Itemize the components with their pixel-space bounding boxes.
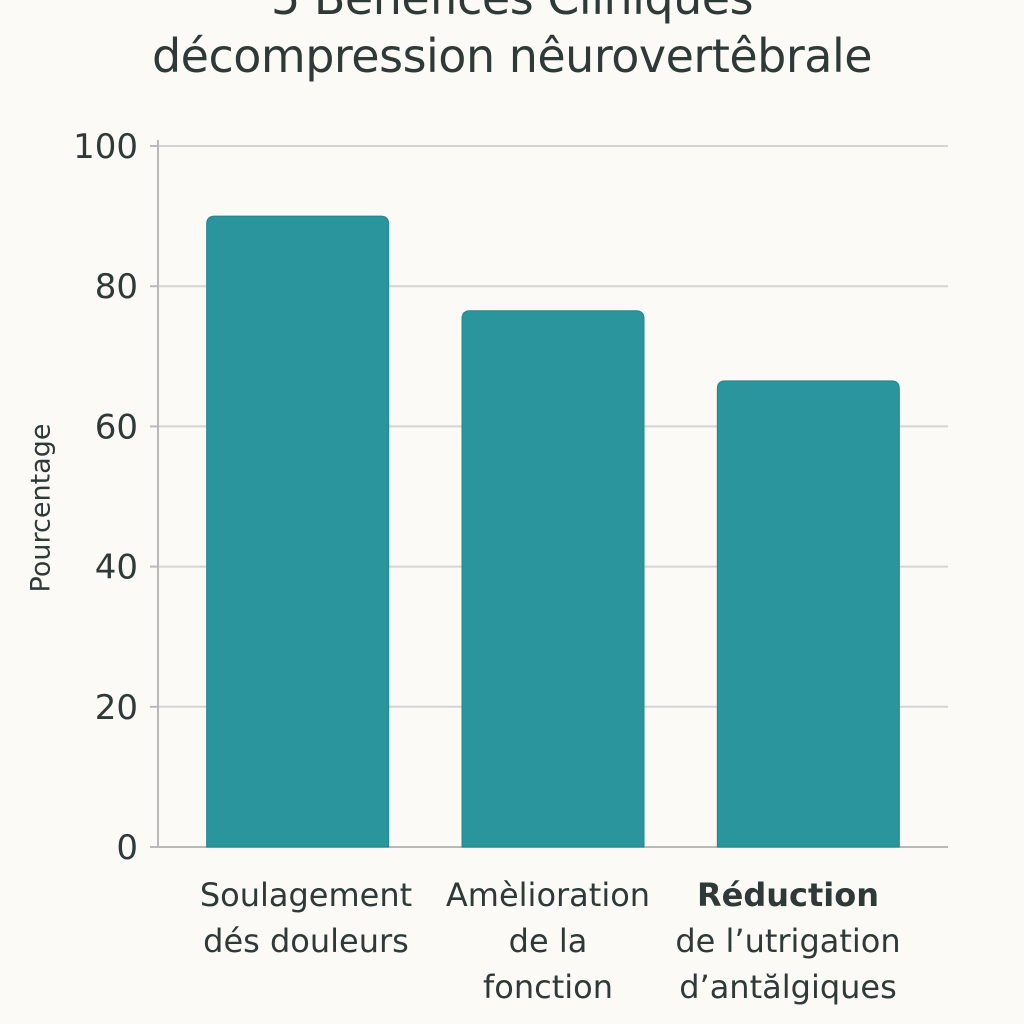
y-tick-label: 100: [73, 127, 138, 167]
bar-1: [206, 215, 390, 848]
y-tick-label: 0: [116, 828, 138, 868]
y-tick-label: 40: [95, 548, 138, 588]
category-label-2-line-2: de la: [508, 922, 588, 960]
category-label-1-line-1: Soulagement: [199, 876, 413, 914]
category-label-3-line-2: de l’utrigation: [675, 922, 901, 960]
category-label-1-line-2: dés douleurs: [203, 922, 409, 960]
chart-title-line-2: décompression nêurovertêbrale: [151, 29, 873, 83]
category-label-2: Amèlioration de la fonction: [428, 872, 668, 1010]
category-label-3-line-3: d’antălgiques: [679, 968, 897, 1006]
y-tick-label: 80: [95, 267, 138, 307]
category-label-3-line-1: Réduction: [696, 876, 880, 914]
bar-2: [461, 310, 645, 848]
category-label-1: Soulagement dés douleurs: [186, 872, 426, 964]
y-tick-label: 60: [95, 407, 138, 447]
category-label-2-line-1: Amèlioration: [445, 876, 651, 914]
category-label-3: Réduction de l’utrigation d’antălgiques: [668, 872, 908, 1010]
y-tick-label: 20: [95, 688, 138, 728]
chart-title-line-1: 5 Bénéfices Cliniques: [0, 0, 1024, 26]
category-label-2-line-3: fonction: [482, 968, 613, 1006]
bar-3: [716, 380, 900, 848]
